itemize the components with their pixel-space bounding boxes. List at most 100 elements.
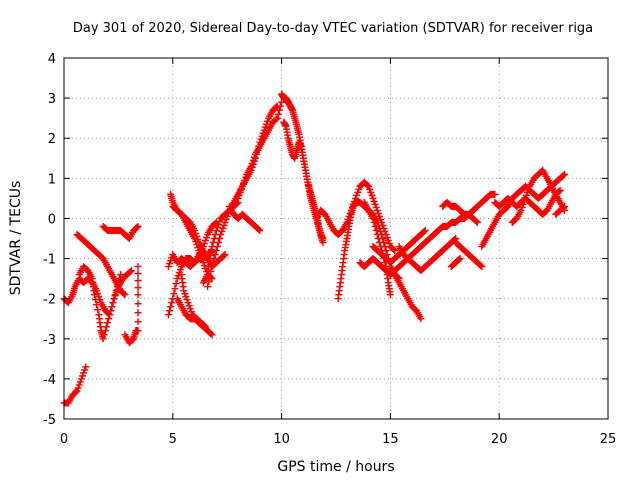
data-point <box>164 311 172 319</box>
data-point <box>105 315 113 323</box>
data-point <box>134 300 142 308</box>
x-tick-label-1: 5 <box>169 432 177 447</box>
x-tick-label-2: 10 <box>273 432 290 447</box>
data-point <box>560 170 568 178</box>
series-track-3 <box>75 263 125 343</box>
y-tick-label-6: 1 <box>48 172 56 187</box>
data-point <box>372 226 380 234</box>
series-track-33 <box>552 202 568 218</box>
y-tick-label-9: 4 <box>48 52 56 67</box>
series-track-27 <box>439 198 481 226</box>
data-point <box>272 115 280 123</box>
data-point <box>120 290 128 298</box>
data-point <box>207 268 215 276</box>
data-point <box>99 335 107 343</box>
data-point <box>211 219 219 227</box>
series-track-10 <box>169 202 229 271</box>
x-tick-labels: 0 5 10 15 20 25 <box>60 432 616 447</box>
data-point <box>127 267 135 275</box>
data-point <box>168 299 176 307</box>
data-point <box>275 106 283 114</box>
data-point <box>209 259 217 267</box>
data-point <box>92 296 100 304</box>
data-point <box>100 331 108 339</box>
data-point <box>210 255 218 263</box>
data-point <box>371 222 379 230</box>
data-point <box>101 327 109 335</box>
series-track-4 <box>73 230 129 299</box>
data-point <box>390 246 398 254</box>
data-point <box>273 114 281 122</box>
data-point <box>134 318 142 326</box>
data-point <box>255 225 263 233</box>
data-point <box>110 295 118 303</box>
data-point <box>220 252 228 260</box>
data-point <box>111 291 119 299</box>
data-point <box>376 239 384 247</box>
plot-frame <box>63 57 609 420</box>
y-tick-label-7: 2 <box>48 132 56 147</box>
data-point <box>391 247 399 255</box>
data-point <box>90 291 98 299</box>
data-point <box>170 290 178 298</box>
data-point <box>204 283 212 291</box>
data-point <box>106 311 114 319</box>
data-point <box>491 190 499 198</box>
data-point <box>171 285 179 293</box>
x-tick-label-5: 25 <box>600 432 617 447</box>
y-tick-label-3: -2 <box>43 293 56 308</box>
data-point <box>213 243 221 251</box>
data-point <box>166 307 174 315</box>
y-tick-label-0: -5 <box>43 413 56 428</box>
data-point <box>420 227 428 235</box>
data-point <box>377 243 385 251</box>
data-point <box>211 251 219 259</box>
data-point <box>472 217 480 225</box>
data-point <box>134 291 142 299</box>
data-point <box>109 299 117 307</box>
data-point <box>373 230 381 238</box>
y-tick-label-5: 0 <box>48 212 56 227</box>
y-tick-labels: -5 -4 -3 -2 -1 0 1 2 3 4 <box>43 52 56 428</box>
data-point <box>417 315 425 323</box>
data-point <box>212 247 220 255</box>
y-tick-label-8: 3 <box>48 92 56 107</box>
data-point <box>214 239 222 247</box>
data-point <box>319 235 327 242</box>
x-tick-label-3: 15 <box>382 432 399 447</box>
data-point <box>133 223 141 231</box>
data-point <box>108 303 116 311</box>
data-point <box>201 323 209 331</box>
data-point <box>216 235 224 242</box>
data-point <box>208 263 216 271</box>
data-point <box>560 202 568 210</box>
series-track-15 <box>225 202 264 234</box>
data-point <box>134 270 142 278</box>
series-track-6 <box>121 263 142 347</box>
data-point <box>208 331 216 339</box>
series-track-29 <box>447 255 464 271</box>
data-point <box>121 291 129 299</box>
data-point <box>421 226 429 234</box>
y-tick-label-1: -4 <box>43 373 56 388</box>
data-point <box>126 268 134 276</box>
data-point <box>473 218 481 226</box>
series-track-22 <box>356 226 442 279</box>
data-point <box>134 284 142 292</box>
axis-ticks <box>63 57 609 420</box>
y-axis-label: SDTVAR / TECUs <box>8 181 24 296</box>
chart-title: Day 301 of 2020, Sidereal Day-to-day VTE… <box>73 21 593 36</box>
data-point <box>117 271 125 279</box>
data-point <box>172 280 180 288</box>
data-point <box>206 273 214 281</box>
data-points <box>60 90 568 407</box>
data-point <box>274 110 282 118</box>
data-point <box>207 330 215 338</box>
series-track-12 <box>178 271 209 331</box>
series-track-5 <box>99 222 142 242</box>
data-point <box>364 181 372 189</box>
x-tick-label-0: 0 <box>60 432 68 447</box>
x-tick-label-4: 20 <box>491 432 508 447</box>
series-track-24 <box>386 263 425 323</box>
